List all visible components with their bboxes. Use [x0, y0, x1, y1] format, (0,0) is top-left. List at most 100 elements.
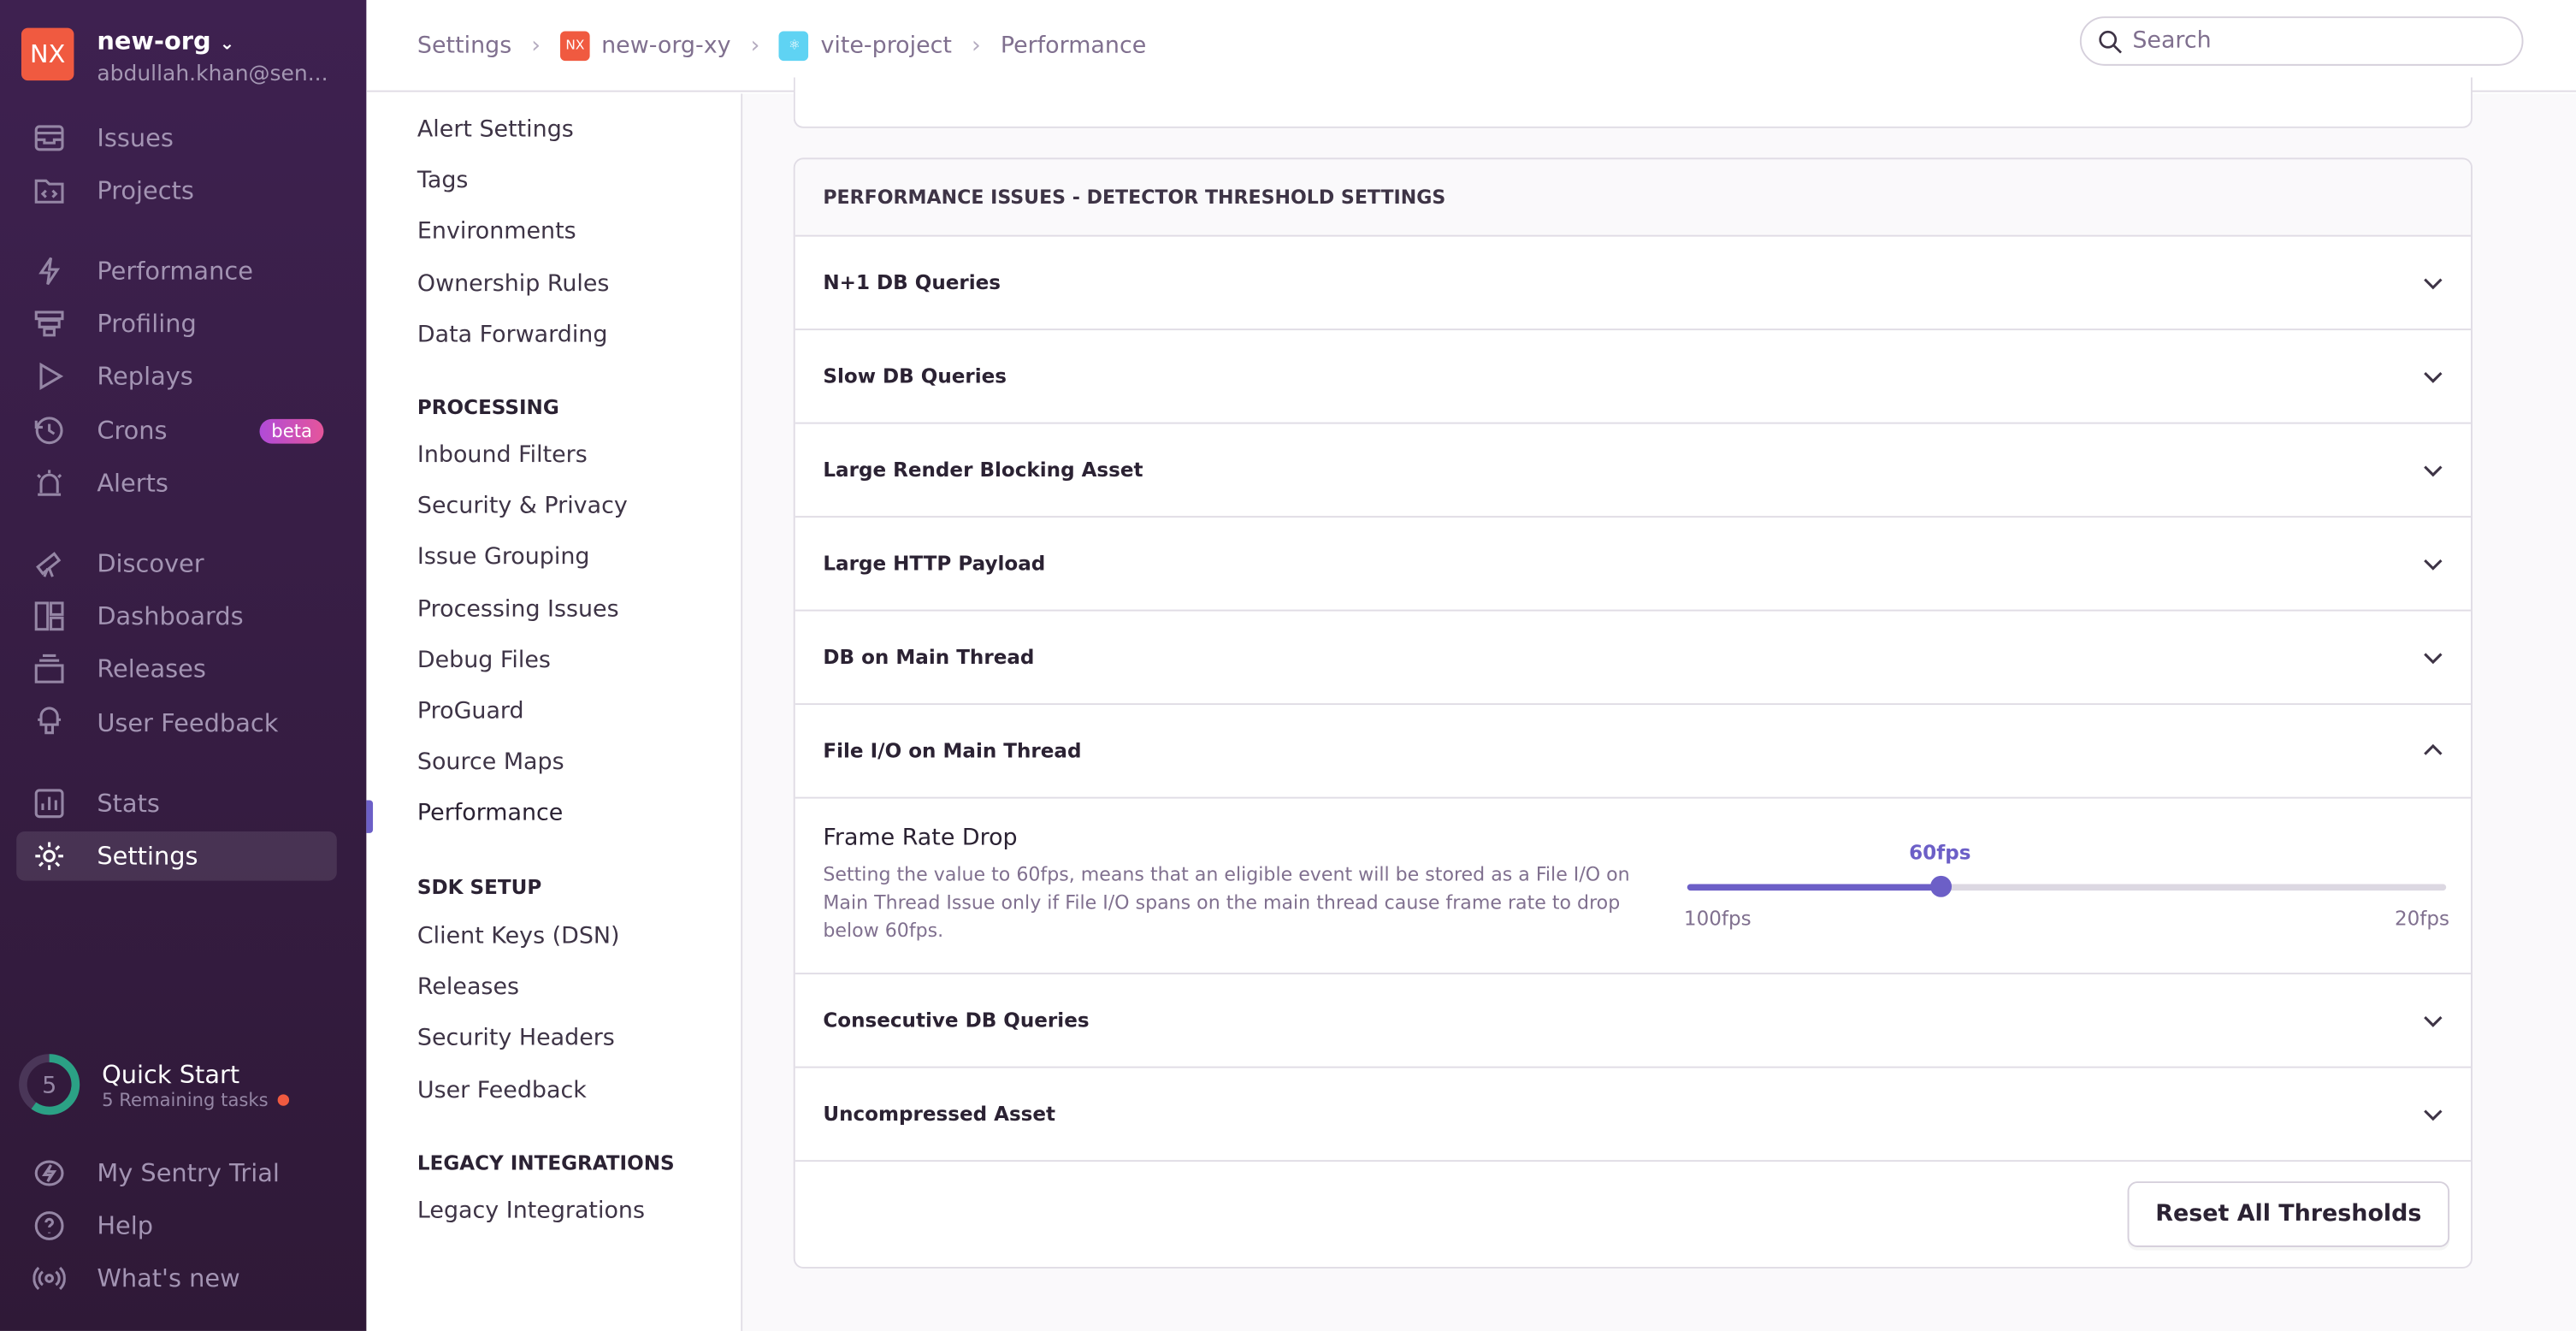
subnav-heading-legacy: LEGACY INTEGRATIONS [417, 1151, 675, 1175]
slider-thumb[interactable] [1929, 875, 1952, 897]
search-placeholder: Search [2132, 27, 2212, 55]
subnav-item-inbound-filters[interactable]: Inbound Filters [417, 441, 588, 469]
org-badge: NX [560, 30, 590, 61]
org-switcher[interactable]: NX new-org ⌄ abdullah.khan@sen... [21, 28, 328, 87]
user-email: abdullah.khan@sen... [97, 62, 328, 87]
org-avatar: NX [21, 27, 74, 81]
sidebar-item-label: Dashboards [97, 601, 244, 631]
detector-row-label: Slow DB Queries [823, 364, 1007, 388]
subnav-heading-processing: PROCESSING [417, 395, 559, 419]
detector-row-large-http-payload[interactable]: Large HTTP Payload [795, 518, 2472, 612]
chevron-down-icon [2424, 465, 2443, 477]
sidebar-item-label: Alerts [97, 468, 168, 499]
play-icon [39, 362, 64, 391]
detector-row-large-render-blocking-asset[interactable]: Large Render Blocking Asset [795, 424, 2472, 518]
sidebar-item-stats[interactable]: Stats [16, 779, 337, 829]
breadcrumb-settings[interactable]: Settings [417, 32, 512, 59]
subnav-item-security-privacy[interactable]: Security & Privacy [417, 493, 628, 520]
sidebar: NX new-org ⌄ abdullah.khan@sen... Issues… [0, 0, 367, 1331]
search-input[interactable]: Search [2079, 16, 2524, 66]
sidebar-item-label: What's new [97, 1263, 240, 1293]
sidebar-item-label: Issues [97, 123, 174, 153]
dashboard-icon [34, 601, 64, 631]
quick-start-count: 5 [42, 1072, 56, 1098]
detector-threshold-panel: PERFORMANCE ISSUES - DETECTOR THRESHOLD … [793, 157, 2473, 1269]
subnav-item-processing-issues[interactable]: Processing Issues [417, 595, 619, 623]
subnav-item-releases[interactable]: Releases [417, 974, 520, 1002]
breadcrumb-project[interactable]: ⚛ vite-project [779, 30, 952, 61]
sidebar-item-performance[interactable]: Performance [16, 246, 337, 296]
detector-row-db-on-main-thread[interactable]: DB on Main Thread [795, 612, 2472, 706]
sidebar-item-label: Stats [97, 789, 160, 819]
chevron-down-icon [2424, 1109, 2443, 1121]
subnav-item-legacy-integrations[interactable]: Legacy Integrations [417, 1198, 645, 1225]
subnav-item-environments[interactable]: Environments [417, 219, 576, 245]
subnav-item-security-headers[interactable]: Security Headers [417, 1026, 615, 1053]
question-icon [34, 1211, 64, 1240]
sidebar-item-profiling[interactable]: Profiling [16, 299, 337, 349]
subnav-item-source-maps[interactable]: Source Maps [417, 749, 564, 777]
folder-code-icon [34, 179, 64, 204]
breadcrumb-org[interactable]: NX new-org-xy [560, 30, 731, 61]
subnav-item-data-forwarding[interactable]: Data Forwarding [417, 322, 608, 348]
releases-icon [34, 654, 64, 683]
subnav-item-tags[interactable]: Tags [417, 168, 469, 195]
clock-icon [34, 417, 63, 445]
sidebar-item-user-feedback[interactable]: User Feedback [16, 698, 337, 748]
slider-fill [1687, 884, 1941, 891]
sidebar-item-replays[interactable]: Replays [16, 352, 337, 401]
subnav-item-user-feedback[interactable]: User Feedback [417, 1077, 587, 1104]
sidebar-item-dashboards[interactable]: Dashboards [16, 592, 337, 642]
gear-icon [35, 842, 63, 871]
quick-start-subtitle: 5 Remaining tasks [102, 1088, 269, 1110]
sidebar-item-label: Crons [97, 415, 168, 446]
sidebar-item-crons[interactable]: Crons beta [16, 405, 337, 455]
sidebar-item-settings[interactable]: Settings [16, 831, 337, 881]
telescope-icon [36, 552, 62, 577]
reset-thresholds-button[interactable]: Reset All Thresholds [2127, 1181, 2450, 1247]
frame-rate-drop-setting: Frame Rate Drop Setting the value to 60f… [795, 799, 2472, 975]
subnav-item-issue-grouping[interactable]: Issue Grouping [417, 544, 590, 571]
subnav-item-debug-files[interactable]: Debug Files [417, 647, 551, 674]
sidebar-item-releases[interactable]: Releases [16, 644, 337, 694]
sidebar-item-help[interactable]: Help [16, 1201, 337, 1251]
chevron-down-icon [2424, 278, 2443, 290]
detector-row-n-1-db-queries[interactable]: N+1 DB Queries [795, 237, 2472, 331]
chevron-down-icon [2424, 559, 2443, 571]
sidebar-item-alerts[interactable]: Alerts [16, 458, 337, 508]
sidebar-item-projects[interactable]: Projects [16, 166, 337, 216]
subnav-item-ownership-rules[interactable]: Ownership Rules [417, 270, 610, 297]
subnav-item-performance[interactable]: Performance [417, 801, 564, 827]
detector-row-uncompressed-asset[interactable]: Uncompressed Asset [795, 1068, 2472, 1162]
stats-icon [34, 789, 64, 819]
search-icon [2099, 29, 2122, 53]
subnav-item-client-keys-dsn-[interactable]: Client Keys (DSN) [417, 923, 620, 950]
detector-row-file-io[interactable]: File I/O on Main Thread [795, 705, 2472, 799]
beta-badge: beta [259, 417, 324, 443]
sidebar-item-issues[interactable]: Issues [16, 114, 337, 163]
sidebar-item-label: Settings [97, 841, 198, 872]
breadcrumb: Settings › NX new-org-xy › ⚛ vite-project › P… [366, 0, 2576, 92]
detector-row-consecutive-db-queries[interactable]: Consecutive DB Queries [795, 974, 2472, 1068]
sidebar-item-label: Replays [97, 361, 193, 392]
sidebar-item-label: Profiling [97, 309, 197, 339]
siren-icon [37, 470, 62, 496]
sidebar-item-label: Help [97, 1210, 154, 1241]
breadcrumb-page: Performance [1000, 32, 1147, 59]
detector-row-slow-db-queries[interactable]: Slow DB Queries [795, 330, 2472, 424]
active-indicator [366, 801, 374, 834]
inbox-icon [34, 125, 64, 151]
quick-start[interactable]: 5 Quick Start 5 Remaining tasks [16, 1051, 290, 1117]
settings-subnav: Alert Settings Tags Environments Ownership … [366, 93, 743, 1331]
sidebar-item-discover[interactable]: Discover [16, 539, 337, 589]
subnav-item-proguard[interactable]: ProGuard [417, 698, 524, 725]
sidebar-item-label: Performance [97, 256, 253, 287]
subnav-item-alert-settings[interactable]: Alert Settings [417, 116, 574, 144]
react-icon: ⚛ [779, 30, 810, 61]
sidebar-item-my-sentry-trial[interactable]: My Sentry Trial [16, 1149, 337, 1198]
subnav-heading-sdk: SDK SETUP [417, 875, 542, 899]
frame-rate-slider[interactable]: 60fps 100fps 20fps [1684, 842, 2449, 931]
sidebar-item-what-s-new[interactable]: What's new [16, 1254, 337, 1304]
setting-title: Frame Rate Drop [823, 825, 1018, 852]
breadcrumb-org-label: new-org-xy [601, 32, 731, 59]
